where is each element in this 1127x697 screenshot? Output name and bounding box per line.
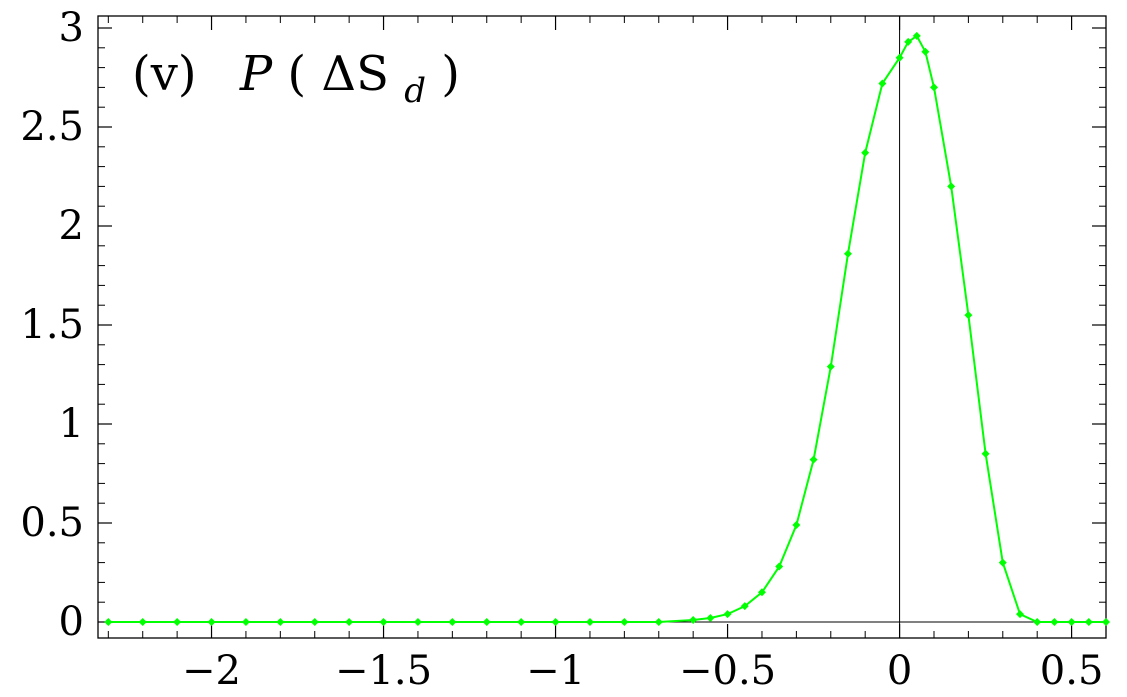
y-tick-label: 1.5	[20, 302, 84, 348]
x-tick-label: −2	[182, 648, 241, 694]
data-point	[723, 610, 732, 619]
data-point	[241, 618, 250, 626]
data-point	[173, 618, 182, 626]
data-point	[826, 362, 835, 371]
data-point	[843, 249, 852, 258]
data-point	[740, 602, 749, 611]
axes	[97, 15, 1107, 639]
y-tick-label: 2.5	[20, 104, 84, 150]
data-point	[861, 148, 870, 157]
data-point	[482, 618, 491, 626]
data-point	[929, 83, 938, 92]
data-point	[104, 618, 113, 626]
data-point	[775, 562, 784, 571]
y-tick-label: 0	[59, 599, 84, 645]
panel-title-sub: d	[404, 71, 426, 111]
panel-title-func: P	[239, 46, 273, 102]
data-point	[689, 616, 698, 625]
data-point	[998, 558, 1007, 567]
plot-frame	[97, 15, 1107, 639]
y-tick-label: 0.5	[20, 500, 84, 546]
ticks: −2 −1.5 −1 −0.5 0 0.5 0 0.5 1 1.5 2 2.5 3	[20, 5, 1107, 694]
data-point	[895, 53, 904, 62]
panel-title-label: (v)	[132, 46, 197, 102]
data-point	[345, 618, 354, 626]
data-point	[138, 618, 147, 626]
data-point	[1033, 618, 1042, 626]
data-point	[981, 449, 990, 458]
data-point	[379, 618, 388, 626]
data-point	[757, 588, 766, 597]
panel-title-var: ΔS	[321, 46, 389, 102]
panel-title: (v) P ( ΔS d )	[132, 46, 460, 114]
data-point	[1084, 618, 1093, 626]
y-tick-label: 1	[59, 401, 84, 447]
data-point	[413, 618, 422, 626]
data-point	[310, 618, 319, 626]
y-tick-label: 3	[59, 5, 84, 51]
y-tick-label: 2	[59, 203, 84, 249]
data-point	[912, 31, 921, 40]
data-point	[1067, 618, 1076, 626]
data-point	[947, 182, 956, 191]
x-tick-label: −1.5	[335, 648, 432, 694]
data-point	[809, 455, 818, 464]
data-point	[964, 311, 973, 320]
data-point	[1050, 618, 1059, 626]
data-point	[207, 618, 216, 626]
data-point	[792, 520, 801, 529]
data-point	[654, 618, 663, 626]
series	[104, 31, 1110, 626]
data-point	[448, 618, 457, 626]
data-point	[1015, 610, 1024, 619]
data-point	[585, 618, 594, 626]
panel-title-close: )	[441, 46, 460, 102]
data-point	[706, 614, 715, 623]
data-point	[551, 618, 560, 626]
x-tick-label: 0.5	[1040, 648, 1104, 694]
data-point	[904, 37, 913, 46]
data-point	[878, 79, 887, 88]
data-point	[1102, 618, 1110, 626]
panel-title-open: (	[287, 46, 306, 102]
data-point	[620, 618, 629, 626]
x-tick-label: −1	[526, 648, 585, 694]
data-point	[921, 47, 930, 56]
data-point	[276, 618, 285, 626]
x-tick-label: 0	[887, 648, 912, 694]
x-tick-label: −0.5	[679, 648, 776, 694]
data-point	[517, 618, 526, 626]
series-line	[108, 34, 1106, 623]
